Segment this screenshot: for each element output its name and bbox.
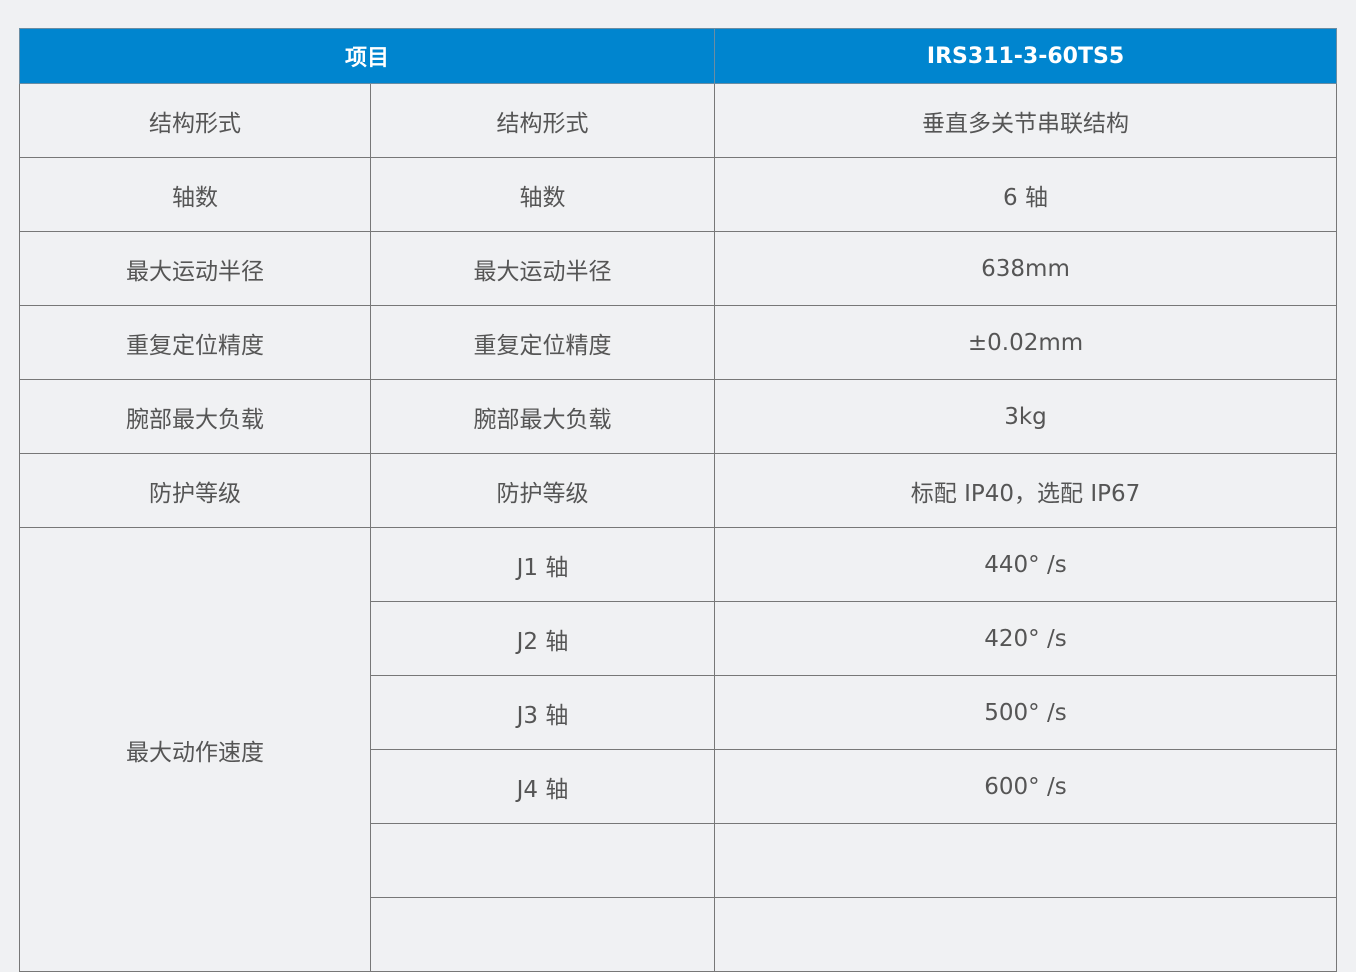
speed-category: 最大动作速度 [19, 527, 371, 972]
axis-value [714, 897, 1338, 972]
axis-name: J1 轴 [369, 527, 716, 602]
axis-value: 500° /s [714, 675, 1338, 750]
row-name: 结构形式 [369, 83, 716, 158]
row-value: ±0.02mm [714, 305, 1338, 380]
row-name: 最大运动半径 [369, 231, 716, 306]
row-category: 轴数 [19, 157, 371, 232]
spec-table-container: 项目 IRS311-3-60TS5 结构形式 结构形式 垂直多关节串联结构 轴数… [18, 28, 1338, 972]
row-category: 腕部最大负载 [19, 379, 371, 454]
header-item: 项目 [18, 28, 716, 84]
row-category: 重复定位精度 [19, 305, 371, 380]
row-value: 638mm [714, 231, 1338, 306]
axis-value: 600° /s [714, 749, 1338, 824]
row-value: 垂直多关节串联结构 [714, 83, 1338, 158]
row-value: 标配 IP40，选配 IP67 [714, 453, 1338, 528]
axis-name: J3 轴 [369, 675, 716, 750]
row-category: 最大运动半径 [19, 231, 371, 306]
axis-name: J2 轴 [369, 601, 716, 676]
row-name: 防护等级 [369, 453, 716, 528]
axis-name: J4 轴 [369, 749, 716, 824]
table-row: 轴数 轴数 6 轴 [19, 157, 1338, 232]
axis-value: 420° /s [714, 601, 1338, 676]
row-category: 防护等级 [19, 453, 371, 528]
table-header-row: 项目 IRS311-3-60TS5 [18, 28, 1338, 84]
table-row: 最大动作速度 J1 轴 440° /s [19, 527, 1338, 972]
header-model: IRS311-3-60TS5 [714, 28, 1338, 84]
table-row: 重复定位精度 重复定位精度 ±0.02mm [19, 305, 1338, 380]
row-category: 结构形式 [19, 83, 371, 158]
spec-table: 项目 IRS311-3-60TS5 结构形式 结构形式 垂直多关节串联结构 轴数… [18, 28, 1338, 972]
table-row: 腕部最大负载 腕部最大负载 3kg [19, 379, 1338, 454]
table-row: J2 轴 420° /s [20, 601, 1338, 676]
table-row: 结构形式 结构形式 垂直多关节串联结构 [19, 83, 1338, 158]
axis-value: 440° /s [714, 527, 1338, 602]
row-name: 重复定位精度 [369, 305, 716, 380]
row-name: 腕部最大负载 [369, 379, 716, 454]
row-value: 3kg [714, 379, 1338, 454]
axis-name [369, 823, 716, 898]
axis-name [369, 897, 716, 972]
table-row: 防护等级 防护等级 标配 IP40，选配 IP67 [19, 453, 1338, 528]
axis-value [714, 823, 1338, 898]
row-name: 轴数 [369, 157, 716, 232]
table-row: 最大运动半径 最大运动半径 638mm [19, 231, 1338, 306]
row-value: 6 轴 [714, 157, 1338, 232]
table-row: J4 轴 600° /s [20, 749, 1338, 824]
